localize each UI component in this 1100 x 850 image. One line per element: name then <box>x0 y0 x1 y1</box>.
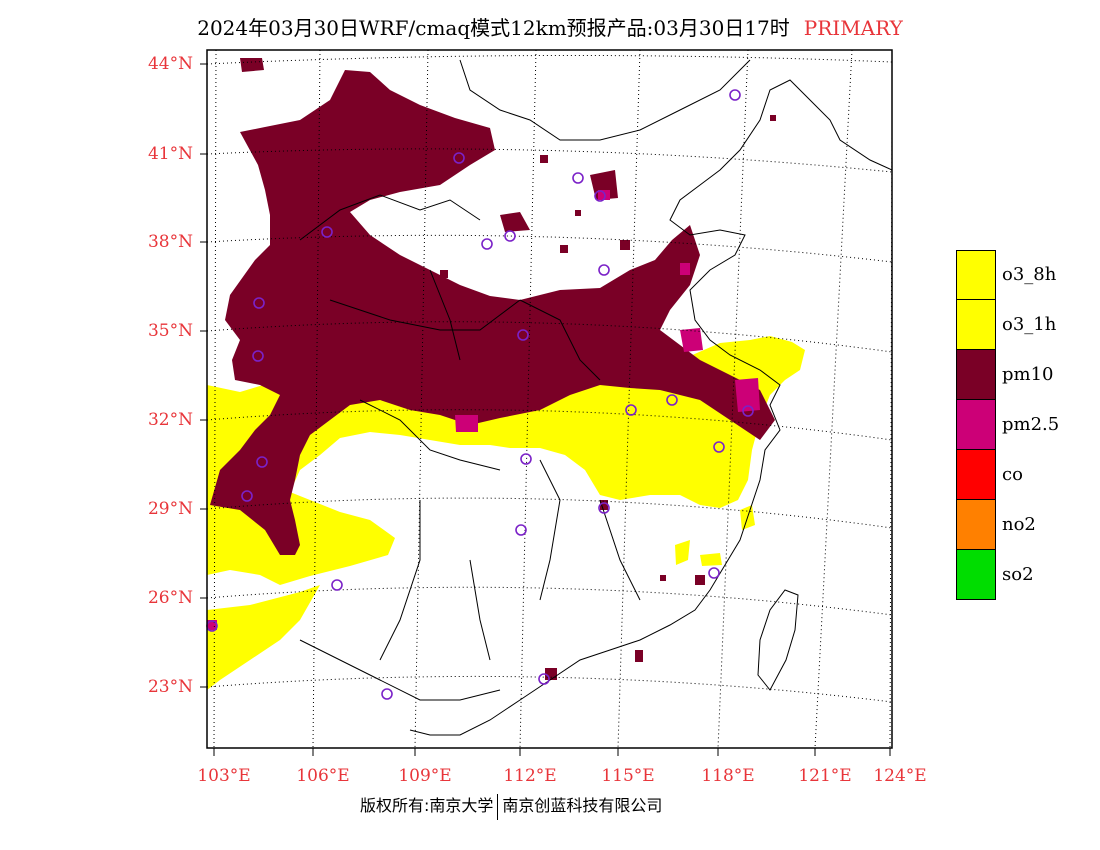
north-border <box>459 59 751 141</box>
lon-label-112e: 112°E <box>503 766 557 786</box>
legend-swatch <box>956 500 996 550</box>
legend-swatch <box>956 350 996 400</box>
lon-label-121e: 121°E <box>798 766 852 786</box>
legend-item-pm10: pm10 <box>956 350 1092 400</box>
lat-label-23n: 23°N <box>147 677 193 697</box>
legend-label: pm10 <box>1002 364 1054 385</box>
legend-item-pm25: pm2.5 <box>956 400 1092 450</box>
legend-item-o3-8h: o3_8h <box>956 250 1092 300</box>
lon-label-118e: 118°E <box>701 766 755 786</box>
legend-label: so2 <box>1002 564 1034 585</box>
province-lines <box>299 194 641 701</box>
map-title: 2024年03月30日WRF/cmaq模式12km预报产品:03月30日17时 P… <box>0 12 1100 41</box>
lat-label-38n: 38°N <box>147 232 193 252</box>
footer-right: 南京创蓝科技有限公司 <box>502 796 663 815</box>
graticule <box>207 50 892 748</box>
map-layers <box>207 58 805 690</box>
pm10-region <box>210 70 775 555</box>
o3-region-south <box>207 585 320 690</box>
title-text: 2024年03月30日WRF/cmaq模式12km预报产品:03月30日17时 <box>197 16 790 40</box>
coastline <box>409 79 893 736</box>
lat-label-32n: 32°N <box>147 410 193 430</box>
legend-label: o3_1h <box>1002 314 1057 335</box>
lat-label-44n: 44°N <box>147 54 193 74</box>
lon-label-109e: 109°E <box>398 766 452 786</box>
legend-item-no2: no2 <box>956 500 1092 550</box>
footer-left: 版权所有:南京大学 <box>360 796 494 815</box>
taiwan <box>757 589 799 691</box>
lon-label-103e: 103°E <box>197 766 251 786</box>
map-frame <box>206 49 893 749</box>
legend-swatch <box>956 300 996 350</box>
footer-separator <box>497 793 499 820</box>
legend-swatch <box>956 550 996 600</box>
title-tag: PRIMARY <box>803 16 903 40</box>
copyright-footer: 版权所有:南京大学 南京创蓝科技有限公司 <box>360 792 662 820</box>
lon-label-115e: 115°E <box>601 766 655 786</box>
lat-label-29n: 29°N <box>147 499 193 519</box>
legend-swatch <box>956 450 996 500</box>
legend: o3_8h o3_1h pm10 pm2.5 co no2 so2 <box>956 250 1092 600</box>
lon-label-124e: 124°E <box>873 766 927 786</box>
o3-region-coast <box>675 505 755 566</box>
tick-marks <box>200 63 891 756</box>
lat-label-41n: 41°N <box>147 144 193 164</box>
legend-swatch <box>956 250 996 300</box>
lat-label-26n: 26°N <box>147 588 193 608</box>
legend-label: co <box>1002 464 1023 485</box>
lon-label-106e: 106°E <box>296 766 350 786</box>
legend-item-co: co <box>956 450 1092 500</box>
lat-label-35n: 35°N <box>147 321 193 341</box>
legend-item-o3-1h: o3_1h <box>956 300 1092 350</box>
legend-swatch <box>956 400 996 450</box>
legend-label: pm2.5 <box>1002 414 1060 435</box>
legend-item-so2: so2 <box>956 550 1092 600</box>
station-markers <box>206 89 754 700</box>
legend-label: o3_8h <box>1002 264 1057 285</box>
legend-label: no2 <box>1002 514 1036 535</box>
boundaries <box>299 59 893 736</box>
